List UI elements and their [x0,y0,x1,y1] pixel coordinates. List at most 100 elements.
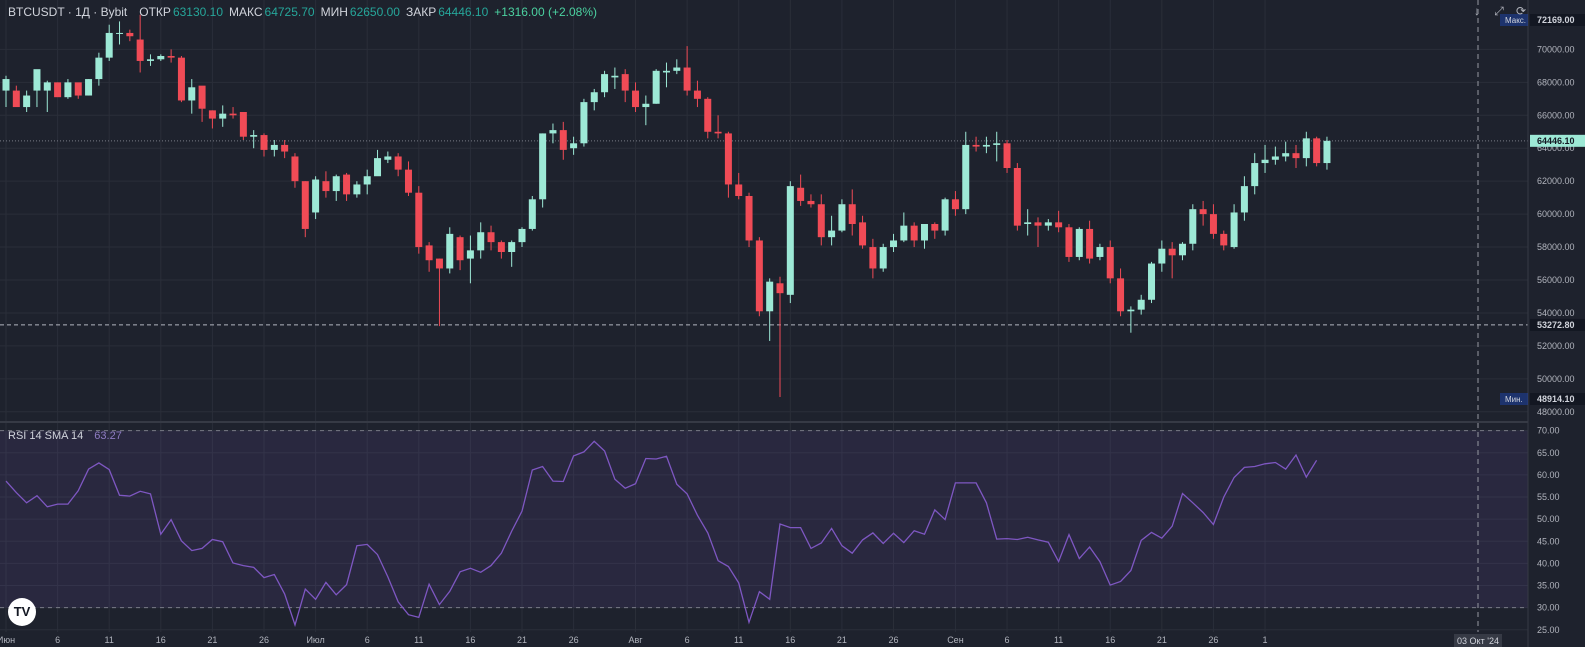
candle-body [662,70,670,73]
candle [910,222,918,248]
candle-body [951,199,959,210]
candle [54,82,62,98]
candle [23,90,31,112]
candle [1086,220,1094,264]
candle-body [477,232,485,251]
candle-body [1158,248,1166,264]
candle [446,227,454,274]
symbol-title[interactable]: BTCUSDT · 1Д · Bybit [8,5,128,19]
candle-body [559,130,567,150]
min-tag-value: 48914.10 [1537,394,1575,404]
time-tick-label: 26 [569,635,579,645]
candle [415,186,423,254]
rsi-title[interactable]: RSI 14 SMA 14 [8,430,84,442]
candle [611,67,619,89]
tradingview-logo-icon[interactable]: TV [8,598,36,626]
min-tag-bg [1530,393,1585,405]
candle [487,225,495,251]
candle [1251,153,1259,195]
candle [673,59,681,75]
price-tick-label: 50000.00 [1537,374,1575,384]
candle [85,79,93,96]
candle [941,197,949,236]
candle [1313,136,1321,167]
time-tick-label: Июн [0,635,15,645]
time-tick-label: 16 [785,635,795,645]
candle [920,224,928,249]
candle-body [2,79,10,91]
candle-body [982,144,990,147]
candle-body [332,176,340,192]
candle [559,121,567,160]
price-tick-label: 56000.00 [1537,275,1575,285]
price-tick-label: 62000.00 [1537,176,1575,186]
candle-body [1240,186,1248,213]
candle-body [518,228,526,243]
candle-body [900,225,908,241]
candle-body [456,237,464,261]
candle-body [714,131,722,134]
candle [466,235,474,284]
candle-body [508,242,516,252]
candle-body [1178,243,1186,256]
candle [621,69,629,103]
candle [528,196,536,231]
price-tick-label: 48000.00 [1537,407,1575,417]
candle-body [1137,299,1145,310]
candle-body [353,184,361,195]
candle-body [693,90,701,99]
time-tick-label: Сен [947,635,964,645]
candle [312,176,320,220]
rsi-tick-label: 30.00 [1537,603,1560,613]
candle-body [404,169,412,193]
max-tag-value: 72169.00 [1537,15,1575,25]
candle-body [1117,278,1125,312]
candle-body [85,79,93,96]
candle-body [105,32,113,58]
rsi-tick-label: 55.00 [1537,492,1560,502]
download-icon[interactable]: ↓ [1474,4,1480,18]
candle [167,49,175,63]
candle [570,136,578,155]
candle-body [415,192,423,248]
candle [838,199,846,233]
candle [116,21,124,45]
open-label: ОТКР [139,5,171,19]
candle [693,80,701,108]
candle-body [281,144,289,152]
candle-body [642,103,650,108]
time-tick-label: 21 [1157,635,1167,645]
candle-body [177,57,185,101]
candle [817,194,825,246]
candle [683,46,691,96]
candle [724,131,732,198]
price-tick-label: 70000.00 [1537,44,1575,54]
candle [270,140,278,157]
candle-body [146,59,154,61]
fullscreen-icon[interactable]: ⤢ [1494,4,1504,18]
candle-body [735,184,743,196]
time-tick-label: 11 [105,635,114,645]
candle [1292,144,1300,168]
candle-body [219,113,227,119]
symbol-legend: BTCUSDT · 1Д · Bybit ОТКР 63130.10 МАКС … [8,5,601,19]
candle [1189,204,1197,251]
candle [776,276,784,397]
candle [1148,261,1156,304]
candle [1034,217,1042,248]
candle [993,131,1001,162]
candle [1271,146,1279,165]
candle-body [54,82,62,98]
candle [590,88,598,111]
low-label: МИН [320,5,348,19]
candle-body [23,95,31,108]
rsi-tick-label: 35.00 [1537,581,1560,591]
candle-body [425,245,433,261]
candle-body [1261,159,1269,164]
refresh-icon[interactable]: ⟳ [1515,4,1527,18]
candle-body [807,200,815,205]
candle [1261,144,1269,173]
candle [260,133,268,157]
rsi-tick-label: 25.00 [1537,625,1560,635]
